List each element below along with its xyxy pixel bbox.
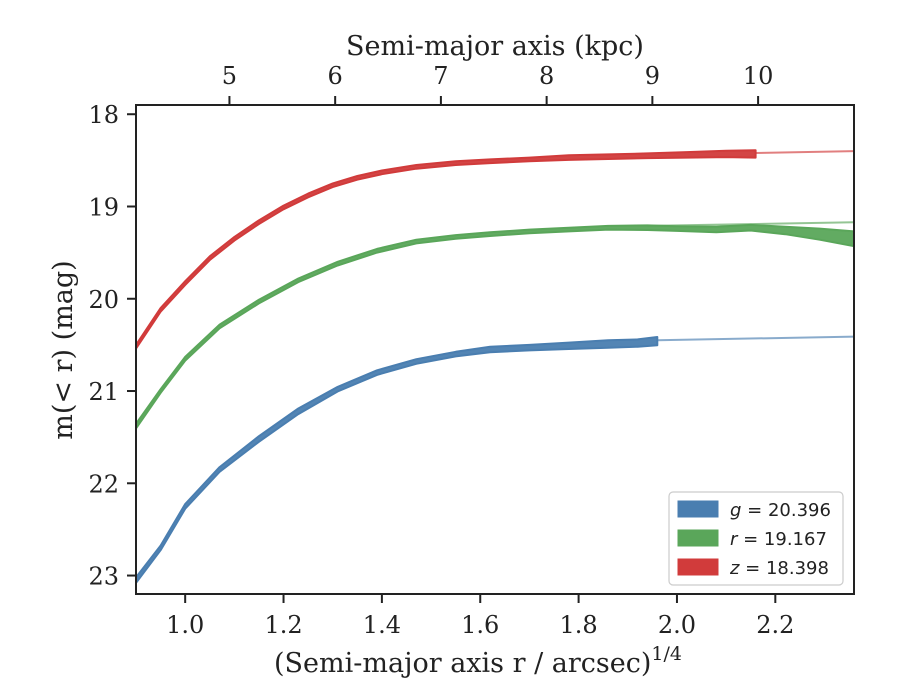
legend-swatch-z <box>677 558 719 576</box>
y-tick-label: 22 <box>88 470 119 498</box>
series-g <box>135 335 855 584</box>
legend-band-symbol: z <box>729 558 740 579</box>
x-tick-label: 1.4 <box>363 611 401 639</box>
series-g-extrapolation <box>657 335 855 342</box>
x-tick-label: 1.6 <box>461 611 499 639</box>
plot-frame <box>135 104 855 595</box>
top-tick-label: 10 <box>743 62 774 90</box>
series-z <box>135 149 855 350</box>
series-z-band <box>135 149 757 350</box>
series-z-extrapolation <box>755 150 855 154</box>
top-tick-label: 6 <box>328 62 343 90</box>
x-axis-label-exponent: 1/4 <box>651 643 682 665</box>
top-tick-label: 9 <box>645 62 660 90</box>
top-tick-label: 8 <box>539 62 554 90</box>
series-g-band <box>135 336 659 584</box>
y-tick-label: 23 <box>88 563 119 591</box>
top-tick-label: 7 <box>433 62 448 90</box>
y-tick-label: 21 <box>88 378 119 406</box>
x-axis-label: (Semi-major axis r / arcsec)1/4 <box>274 643 682 679</box>
y-tick-label: 19 <box>88 193 119 221</box>
legend-band-symbol: r <box>730 529 739 550</box>
x-tick-label: 1.8 <box>560 611 598 639</box>
x-tick-label: 2.0 <box>658 611 696 639</box>
series-r <box>135 221 855 430</box>
x-tick-label: 1.2 <box>264 611 302 639</box>
legend-band-value: = 18.398 <box>739 558 829 579</box>
legend-band-value: = 19.167 <box>737 529 827 550</box>
y-axis-label: m(< r) (mag) <box>48 260 79 439</box>
legend-band-symbol: g <box>730 500 741 521</box>
legend-label-z: z = 18.398 <box>729 558 829 579</box>
top-tick-label: 5 <box>222 62 237 90</box>
legend-swatch-g <box>677 500 719 518</box>
x-axis-ticks: 1.0 1.2 1.4 1.6 1.8 2.0 2.2 <box>166 594 794 639</box>
top-axis-ticks: 5 6 7 8 9 10 <box>222 62 774 105</box>
legend-label-g: g = 20.396 <box>730 500 831 521</box>
x-axis-label-main: (Semi-major axis r / arcsec) <box>274 648 651 679</box>
y-axis-ticks: 18 19 20 21 22 23 <box>88 101 136 591</box>
series-r-band <box>135 223 855 430</box>
legend-band-value: = 20.396 <box>741 500 831 521</box>
y-tick-label: 18 <box>88 101 119 129</box>
legend-swatch-r <box>677 529 719 547</box>
top-axis-label: Semi-major axis (kpc) <box>346 31 644 62</box>
y-tick-label: 20 <box>88 286 119 314</box>
legend-label-r: r = 19.167 <box>730 529 827 550</box>
x-tick-label: 2.2 <box>756 611 794 639</box>
x-tick-label: 1.0 <box>166 611 204 639</box>
